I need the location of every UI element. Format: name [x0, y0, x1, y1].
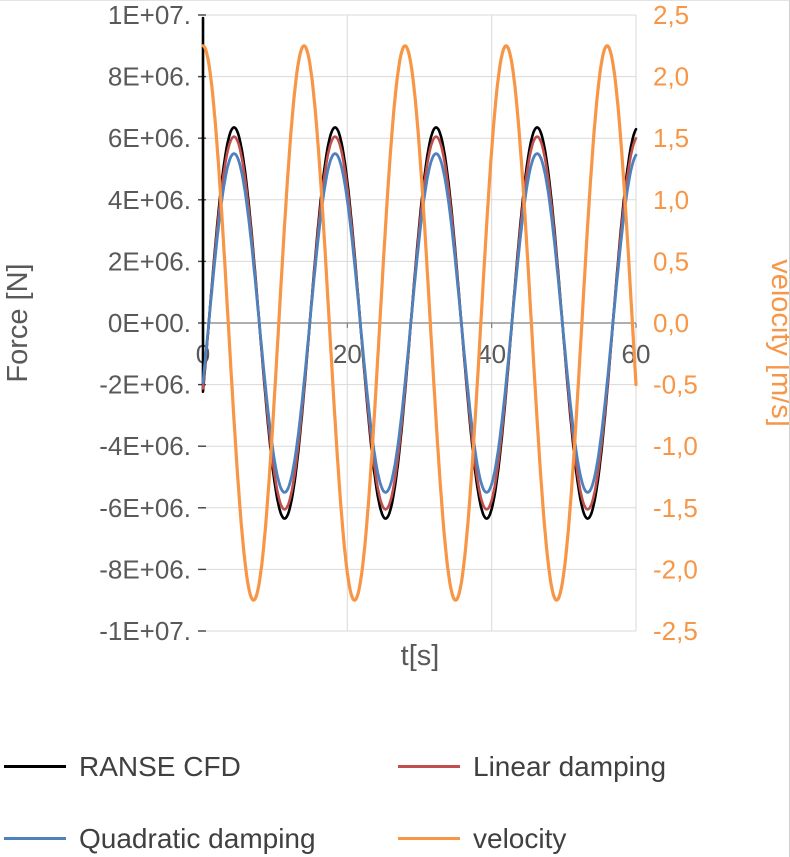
chart-legend: RANSE CFD Linear damping Quadratic damping…: [0, 750, 789, 855]
legend-label: RANSE CFD: [79, 751, 241, 782]
legend-row: RANSE CFD Linear damping: [4, 750, 789, 784]
left-axis-tick-label: 2E+06.: [108, 246, 191, 276]
right-axis-tick-label: 2,0: [653, 62, 689, 92]
legend-label: Linear damping: [473, 751, 667, 782]
plot-area: 1E+07. 8E+06. 6E+06. 4E+06. 2E+06. 0E+00. -2E+…: [99, 1, 698, 646]
right-axis-tick-label: -2,0: [653, 554, 698, 584]
right-axis-tick-label: 1,5: [653, 123, 689, 153]
left-axis-tick-label: -8E+06.: [99, 554, 191, 584]
left-axis-title: Force [N]: [2, 263, 34, 382]
left-axis-tick-label: -6E+06.: [99, 493, 191, 523]
legend-item-quadratic-damping: Quadratic damping: [4, 822, 398, 856]
series-line-velocity: [201, 44, 638, 602]
left-axis-tick-label: 4E+06.: [108, 185, 191, 215]
right-axis-tick-label: 0,5: [653, 246, 689, 276]
right-axis-tick-label: -1,5: [653, 493, 698, 523]
right-axis-tick-label: -2,5: [653, 616, 698, 646]
right-axis-tick-label: 1,0: [653, 185, 689, 215]
legend-label: Quadratic damping: [79, 822, 316, 854]
legend-item-velocity: velocity: [398, 822, 566, 856]
legend-item-ranse-cfd: RANSE CFD: [4, 750, 398, 784]
x-axis-title: t[s]: [401, 640, 440, 672]
series-line-quadratic-damping: [201, 152, 638, 494]
series-line-ranse-cfd: [201, 16, 638, 520]
legend-line-swatch: [398, 836, 460, 840]
right-axis-title: velocity [m/s]: [765, 259, 790, 427]
left-axis-tick-label: -4E+06.: [99, 431, 191, 461]
left-axis-tick-label: 6E+06.: [108, 123, 191, 153]
left-axis-tick-label: -1E+07.: [99, 616, 191, 646]
legend-line-swatch: [4, 765, 66, 769]
left-axis-tick-label: 0E+00.: [108, 308, 191, 338]
legend-row: Quadratic damping velocity: [4, 822, 789, 856]
left-axis-tick-label: -2E+06.: [99, 370, 191, 400]
legend-item-linear-damping: Linear damping: [398, 750, 666, 784]
right-axis-tick-label: 0,0: [653, 308, 689, 338]
right-axis-tick-label: 2,5: [653, 1, 689, 30]
legend-line-swatch: [4, 836, 66, 840]
legend-line-swatch: [398, 765, 460, 769]
right-axis-tick-label: -0,5: [653, 370, 698, 400]
x-axis-tick-label: 20: [333, 339, 362, 369]
right-axis-tick-label: -1,0: [653, 431, 698, 461]
legend-label: velocity: [473, 822, 567, 854]
left-axis-tick-label: 8E+06.: [108, 62, 191, 92]
x-axis-tick-label: 40: [477, 339, 506, 369]
left-axis-tick-label: 1E+07.: [108, 1, 191, 30]
dual-axis-line-chart: 1E+07. 8E+06. 6E+06. 4E+06. 2E+06. 0E+00. -2E+…: [2, 1, 790, 672]
